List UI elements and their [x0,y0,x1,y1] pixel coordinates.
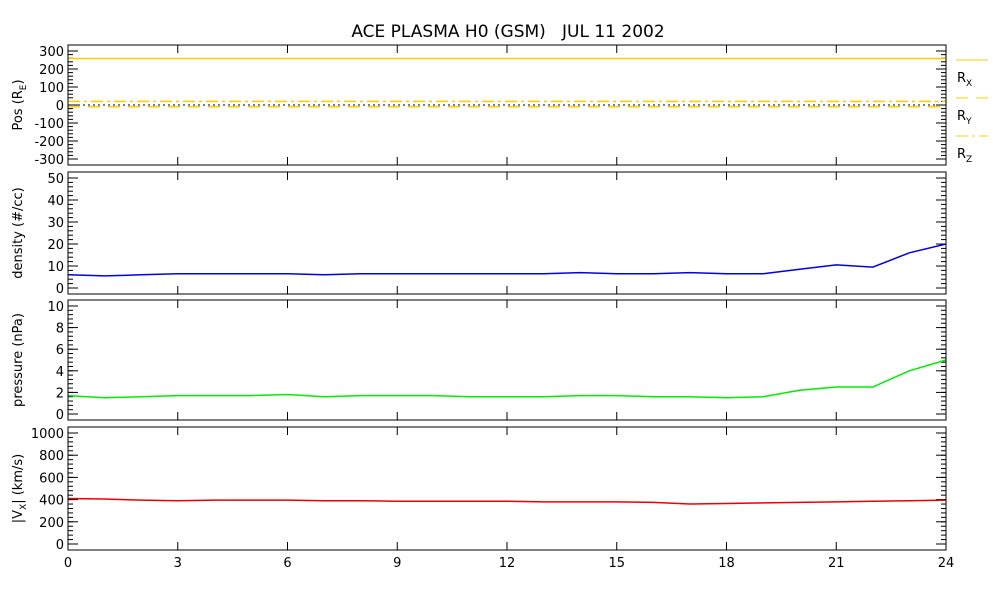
y-tick-label: -100 [34,117,64,132]
y-axis-label: Pos (RE) [11,79,29,130]
x-tick-label: 9 [393,556,401,571]
legend-label-main: R [957,71,966,86]
y-tick-label: 800 [39,449,64,464]
y-tick-label: 30 [47,216,64,231]
panel-frame [67,299,947,421]
y-tick-label: 1000 [31,427,64,442]
y-axis-label: pressure (nPa) [11,313,26,407]
y-tick-label: 600 [39,471,64,486]
legend-label: RZ [957,147,972,165]
y-tick-label: 300 [39,45,64,60]
legend-label-sub: X [966,79,972,89]
legend-label-sub: Z [966,155,972,165]
y-label-main: density (#/cc) [11,187,26,279]
y-tick-label: 0 [56,99,64,114]
y-label-sub: X [19,504,29,510]
y-label-sub: E [19,84,29,90]
y-tick-label: 2 [56,386,64,401]
y-tick-label: 0 [56,282,64,297]
y-axis-label: density (#/cc) [11,187,26,279]
series-line-pressure [67,359,947,399]
legend-label: RY [957,109,972,127]
y-tick-label: 40 [47,194,64,209]
y-tick-label: 400 [39,494,64,509]
y-tick-label: 0 [56,408,64,423]
y-tick-label: 0 [56,538,64,553]
legend-label-main: R [957,109,966,124]
y-tick-label: 20 [47,238,64,253]
y-tick-label: 4 [56,365,64,380]
legend-label-sub: Y [965,117,972,127]
x-tick-label: 18 [718,556,735,571]
panel-1: 50 40 30 20 10 0 density (#/cc) [11,171,947,297]
panel-frame [67,44,947,166]
y-tick-label: 10 [47,300,64,315]
panel-frame [67,171,947,295]
y-tick-label: 200 [39,63,64,78]
y-tick-label: 8 [56,322,64,337]
x-tick-label: 0 [64,556,72,571]
x-tick-label: 15 [608,556,625,571]
y-tick-label: 10 [47,260,64,275]
x-tick-label: 21 [828,556,845,571]
y-label-main: |V [11,510,26,523]
y-label-end: | (km/s) [11,454,26,504]
y-label-main: Pos (R [11,90,26,130]
x-tick-label: 12 [499,556,516,571]
panel-2: 10 8 6 4 2 0 pressure (nPa) [11,299,947,423]
panel-frame [67,426,947,551]
legend-label-main: R [957,147,966,162]
x-tick-label: 6 [283,556,291,571]
y-tick-label: 50 [47,172,64,187]
y-label-end: ) [11,79,26,84]
y-tick-label: 200 [39,516,64,531]
chart-title: ACE PLASMA H0 (GSM) JUL 11 2002 [351,22,664,42]
y-tick-label: 6 [56,343,64,358]
x-tick-label: 24 [938,556,955,571]
legend-label: RX [957,71,972,89]
series-line-density [67,243,947,277]
panel-3: 1000 800 600 400 200 0 |VX| (km/s) 0 3 6 9 12 15 18 21… [11,426,955,571]
y-tick-label: 100 [39,81,64,96]
x-tick-label: 3 [174,556,182,571]
y-label-main: pressure (nPa) [11,313,26,407]
y-axis-label: |VX| (km/s) [11,454,29,523]
y-tick-label: -300 [34,153,64,168]
series-line-vx [67,497,947,505]
y-tick-label: -200 [34,135,64,150]
